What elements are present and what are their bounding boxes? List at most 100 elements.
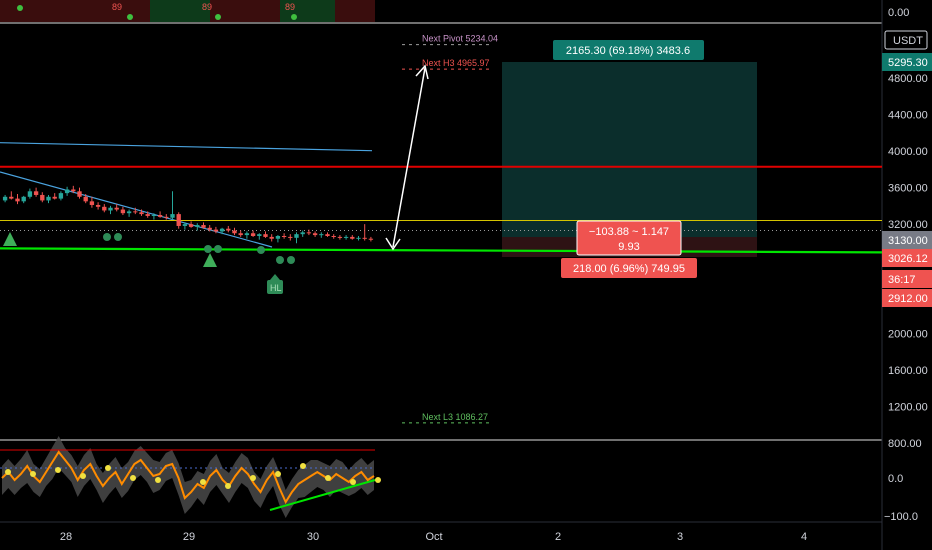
buy-triangle-icon: [203, 253, 217, 267]
oscillator-marker-dot: [30, 471, 36, 477]
oscillator-marker-dot: [250, 475, 256, 481]
signal-dot: [103, 233, 111, 241]
time-axis-tick: 30: [307, 531, 319, 543]
oscillator-marker-dot: [225, 483, 231, 489]
candle-body: [343, 236, 349, 238]
price-tag-box: [882, 53, 932, 71]
currency-label-box[interactable]: [884, 30, 928, 50]
candle-body: [176, 214, 181, 226]
candle-body: [219, 228, 225, 232]
candle-body: [71, 189, 76, 192]
candle-body: [102, 206, 107, 211]
oscillator-marker-dot: [350, 479, 356, 485]
oscillator-marker-dot: [200, 479, 206, 485]
target-zone[interactable]: [502, 62, 757, 237]
center-label-box: [576, 220, 682, 256]
candle-body: [356, 237, 361, 239]
candle-body: [213, 229, 219, 232]
candle-body: [319, 234, 324, 236]
candle-body: [126, 211, 132, 214]
signal-dot: [214, 245, 222, 253]
oscillator-trendline: [269, 479, 376, 511]
candle-body: [83, 196, 88, 202]
candle-body: [244, 233, 250, 236]
price-tag-label: 3130.00: [888, 235, 928, 247]
candle-body: [201, 225, 206, 228]
candle-body: [331, 235, 336, 237]
projection-arrow-icon[interactable]: [385, 64, 429, 251]
support-line[interactable]: [0, 247, 883, 254]
oscillator-line: [1, 450, 375, 505]
candle-body: [15, 198, 20, 202]
oscillator-band: [2, 436, 374, 518]
price-tag-label: 36:17: [888, 274, 916, 286]
candle-body: [250, 233, 256, 236]
price-axis-tick: 2000.00: [888, 329, 928, 341]
next-pivot-label: Next Pivot 5234.04: [422, 34, 498, 44]
stop-label: 218.00 (6.96%) 749.95: [573, 263, 685, 275]
candle-body: [46, 196, 51, 201]
signal-dot: [276, 256, 284, 264]
candle-body: [27, 191, 33, 197]
candle-body: [275, 235, 281, 239]
osc-axis-tick: −100.0: [884, 511, 918, 523]
signal-dot: [114, 233, 122, 241]
time-axis-tick: 4: [801, 531, 807, 543]
candle-body: [89, 201, 95, 205]
oscillator-marker-dot: [155, 477, 161, 483]
candle-body: [294, 234, 299, 238]
price-axis-tick: 4400.00: [888, 110, 928, 122]
candle-body: [21, 196, 26, 202]
strip-label: 89: [202, 2, 212, 12]
top-indicator-strip: 89 89 89: [0, 0, 375, 22]
candle-body: [325, 234, 330, 236]
candle-body: [33, 191, 39, 195]
time-axis-tick: 29: [183, 531, 195, 543]
candle-body: [139, 212, 144, 215]
candle-series: [2, 185, 374, 244]
candle-body: [108, 207, 113, 211]
candle-body: [238, 233, 243, 236]
price-tag-box: [882, 289, 932, 307]
oscillator-marker-dot: [55, 467, 61, 473]
buy-triangle-icon: [3, 232, 17, 246]
price-tag-box: [882, 249, 932, 267]
time-axis-tick: 28: [60, 531, 72, 543]
candle-body: [281, 235, 287, 237]
oscillator-markers: [5, 463, 381, 489]
time-axis[interactable]: 28 29 30 Oct 2 3 4: [60, 531, 807, 543]
candle-body: [350, 236, 355, 239]
candle-body: [157, 215, 163, 217]
oscillator-marker-dot: [105, 465, 111, 471]
oscillator-marker-dot: [300, 463, 306, 469]
price-tag-label: 3026.12: [888, 253, 928, 265]
time-axis-tick: 3: [677, 531, 683, 543]
candle-body: [300, 232, 305, 235]
currency-label: USDT: [893, 35, 923, 47]
oscillator-marker-dot: [375, 477, 381, 483]
oscillator-marker-dot: [5, 469, 11, 475]
candle-body: [40, 194, 45, 201]
oscillator-pane: [0, 436, 381, 518]
next-h3-label: Next H3 4965.97: [422, 58, 490, 68]
signal-dot: [287, 256, 295, 264]
price-axis-tick: 4000.00: [888, 146, 928, 158]
candle-body: [232, 230, 237, 234]
strip-label: 89: [285, 2, 295, 12]
candle-body: [182, 224, 188, 226]
price-tag-box: [882, 231, 932, 249]
price-tags: 5295.30 3130.00 3026.12 36:17 2912.00: [882, 53, 932, 307]
osc-axis-tick: 0.0: [888, 473, 903, 485]
descending-trendline[interactable]: [0, 171, 273, 248]
candle-body: [120, 209, 126, 214]
candle-body: [133, 211, 138, 213]
price-tag-box: [882, 270, 932, 288]
oscillator-marker-dot: [130, 475, 136, 481]
candle-body: [188, 224, 194, 227]
candle-body: [170, 214, 175, 218]
blue-trendline[interactable]: [0, 142, 373, 152]
candle-body: [114, 207, 119, 210]
oscillator-marker-dot: [80, 473, 86, 479]
